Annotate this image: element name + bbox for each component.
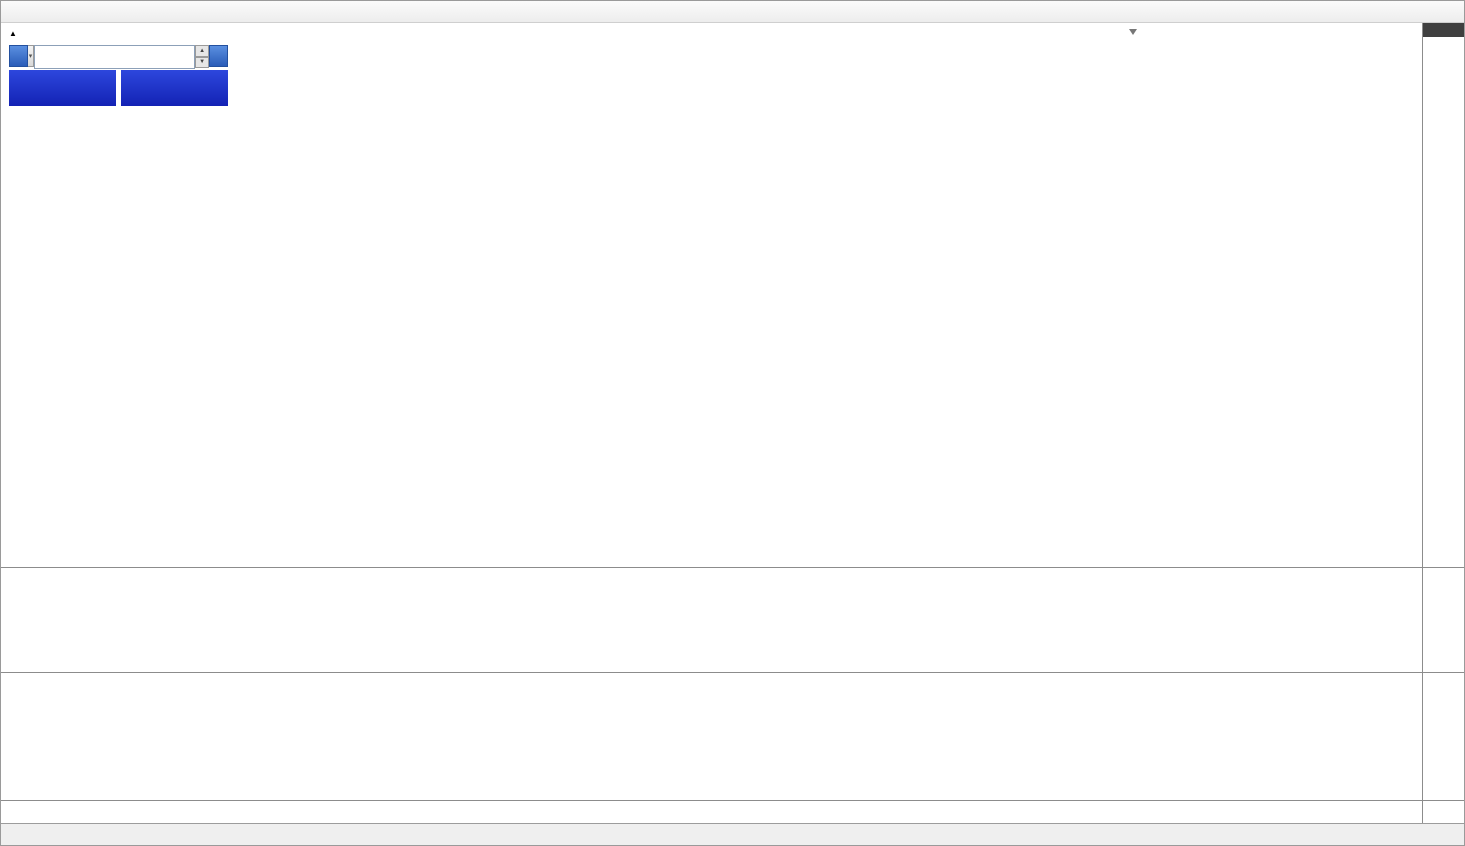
price-scale[interactable] [1422,23,1464,825]
volume-dropdown-button[interactable]: ▾ [27,45,35,67]
chart-title: ▲ [9,28,41,40]
macd-indicator-chart[interactable] [1,569,1423,672]
volume-down-button[interactable]: ▼ [195,56,210,68]
one-click-trading-panel: ▾ ▲ ▼ [9,45,228,106]
timeframe-toolbar [1,1,1464,23]
current-price-badge [1423,23,1464,37]
volume-up-button[interactable]: ▲ [195,45,210,57]
bar-direction-up-icon: ▲ [9,29,17,38]
sell-price-button[interactable] [9,70,116,106]
volume-stepper: ▲ ▼ [195,45,210,68]
time-axis[interactable] [1,802,1423,824]
macd-label [9,573,19,585]
volume-input[interactable] [34,45,196,69]
rsi-indicator-chart[interactable] [1,674,1423,800]
panel-resize-divider-macd[interactable] [1,567,1464,568]
buy-price-button[interactable] [121,70,228,106]
chart-shift-marker [1129,29,1137,35]
buy-button[interactable] [209,45,228,67]
panel-resize-divider-rsi[interactable] [1,672,1464,673]
chart-window: ▲ ▾ ▲ ▼ [1,23,1464,825]
chart-tab-bar [1,823,1464,845]
time-axis-line [1,800,1464,801]
rsi-label [9,678,14,690]
sell-button[interactable] [9,45,28,67]
